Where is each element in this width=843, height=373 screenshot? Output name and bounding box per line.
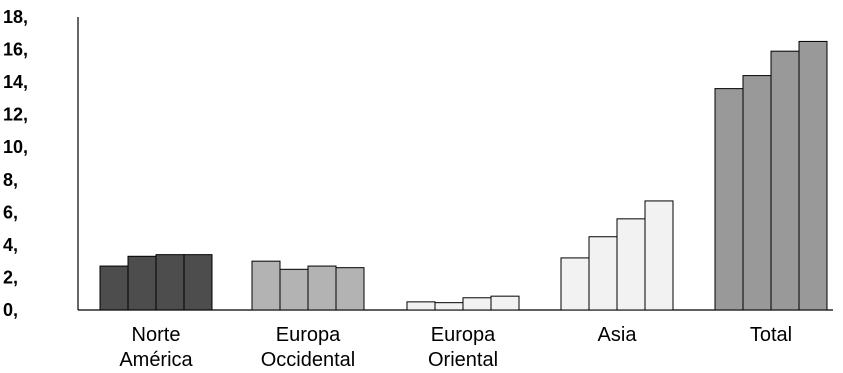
bar [589, 237, 617, 310]
x-category-labels: Norte América Europa Occidental Europa Orient… [119, 324, 792, 371]
bar [743, 76, 771, 310]
bar-group [561, 201, 673, 310]
x-category-label: Occidental [261, 349, 356, 371]
y-tick-label: 10, [3, 137, 28, 157]
y-tick-label: 0, [3, 300, 18, 320]
y-tick-label: 12, [3, 105, 28, 125]
bar [100, 266, 128, 310]
bar-group [100, 255, 212, 310]
bar [491, 296, 519, 310]
bar [308, 266, 336, 310]
y-tick-label: 18, [3, 7, 28, 27]
y-tick-label: 2, [3, 267, 18, 287]
bar-group [407, 296, 519, 310]
bar [799, 41, 827, 310]
x-category-label: Total [750, 324, 792, 346]
y-tick-label: 6, [3, 202, 18, 222]
y-tick-label: 8, [3, 170, 18, 190]
bar [184, 255, 212, 310]
bar-group [252, 261, 364, 310]
bar [252, 261, 280, 310]
y-tick-labels: 0, 2, 4, 6, 8, 10, 12, 14, 16, 18, [3, 7, 28, 320]
x-category-label: Oriental [428, 349, 498, 371]
bar [156, 255, 184, 310]
bar [645, 201, 673, 310]
bar [561, 258, 589, 310]
bar [336, 268, 364, 310]
bar [715, 89, 743, 310]
bar-groups [100, 41, 827, 310]
bar [128, 256, 156, 310]
x-category-label: Europa [431, 324, 496, 346]
y-tick-label: 4, [3, 235, 18, 255]
y-tick-label: 16, [3, 40, 28, 60]
x-category-label: Norte [132, 324, 181, 346]
bar-group [715, 41, 827, 310]
x-category-label: Europa [276, 324, 341, 346]
bar [617, 219, 645, 310]
bar [280, 269, 308, 310]
bar [407, 302, 435, 310]
bar [771, 51, 799, 310]
bar [435, 303, 463, 310]
y-tick-label: 14, [3, 72, 28, 92]
x-category-label: América [119, 349, 193, 371]
x-category-label: Asia [598, 324, 638, 346]
bar [463, 298, 491, 310]
